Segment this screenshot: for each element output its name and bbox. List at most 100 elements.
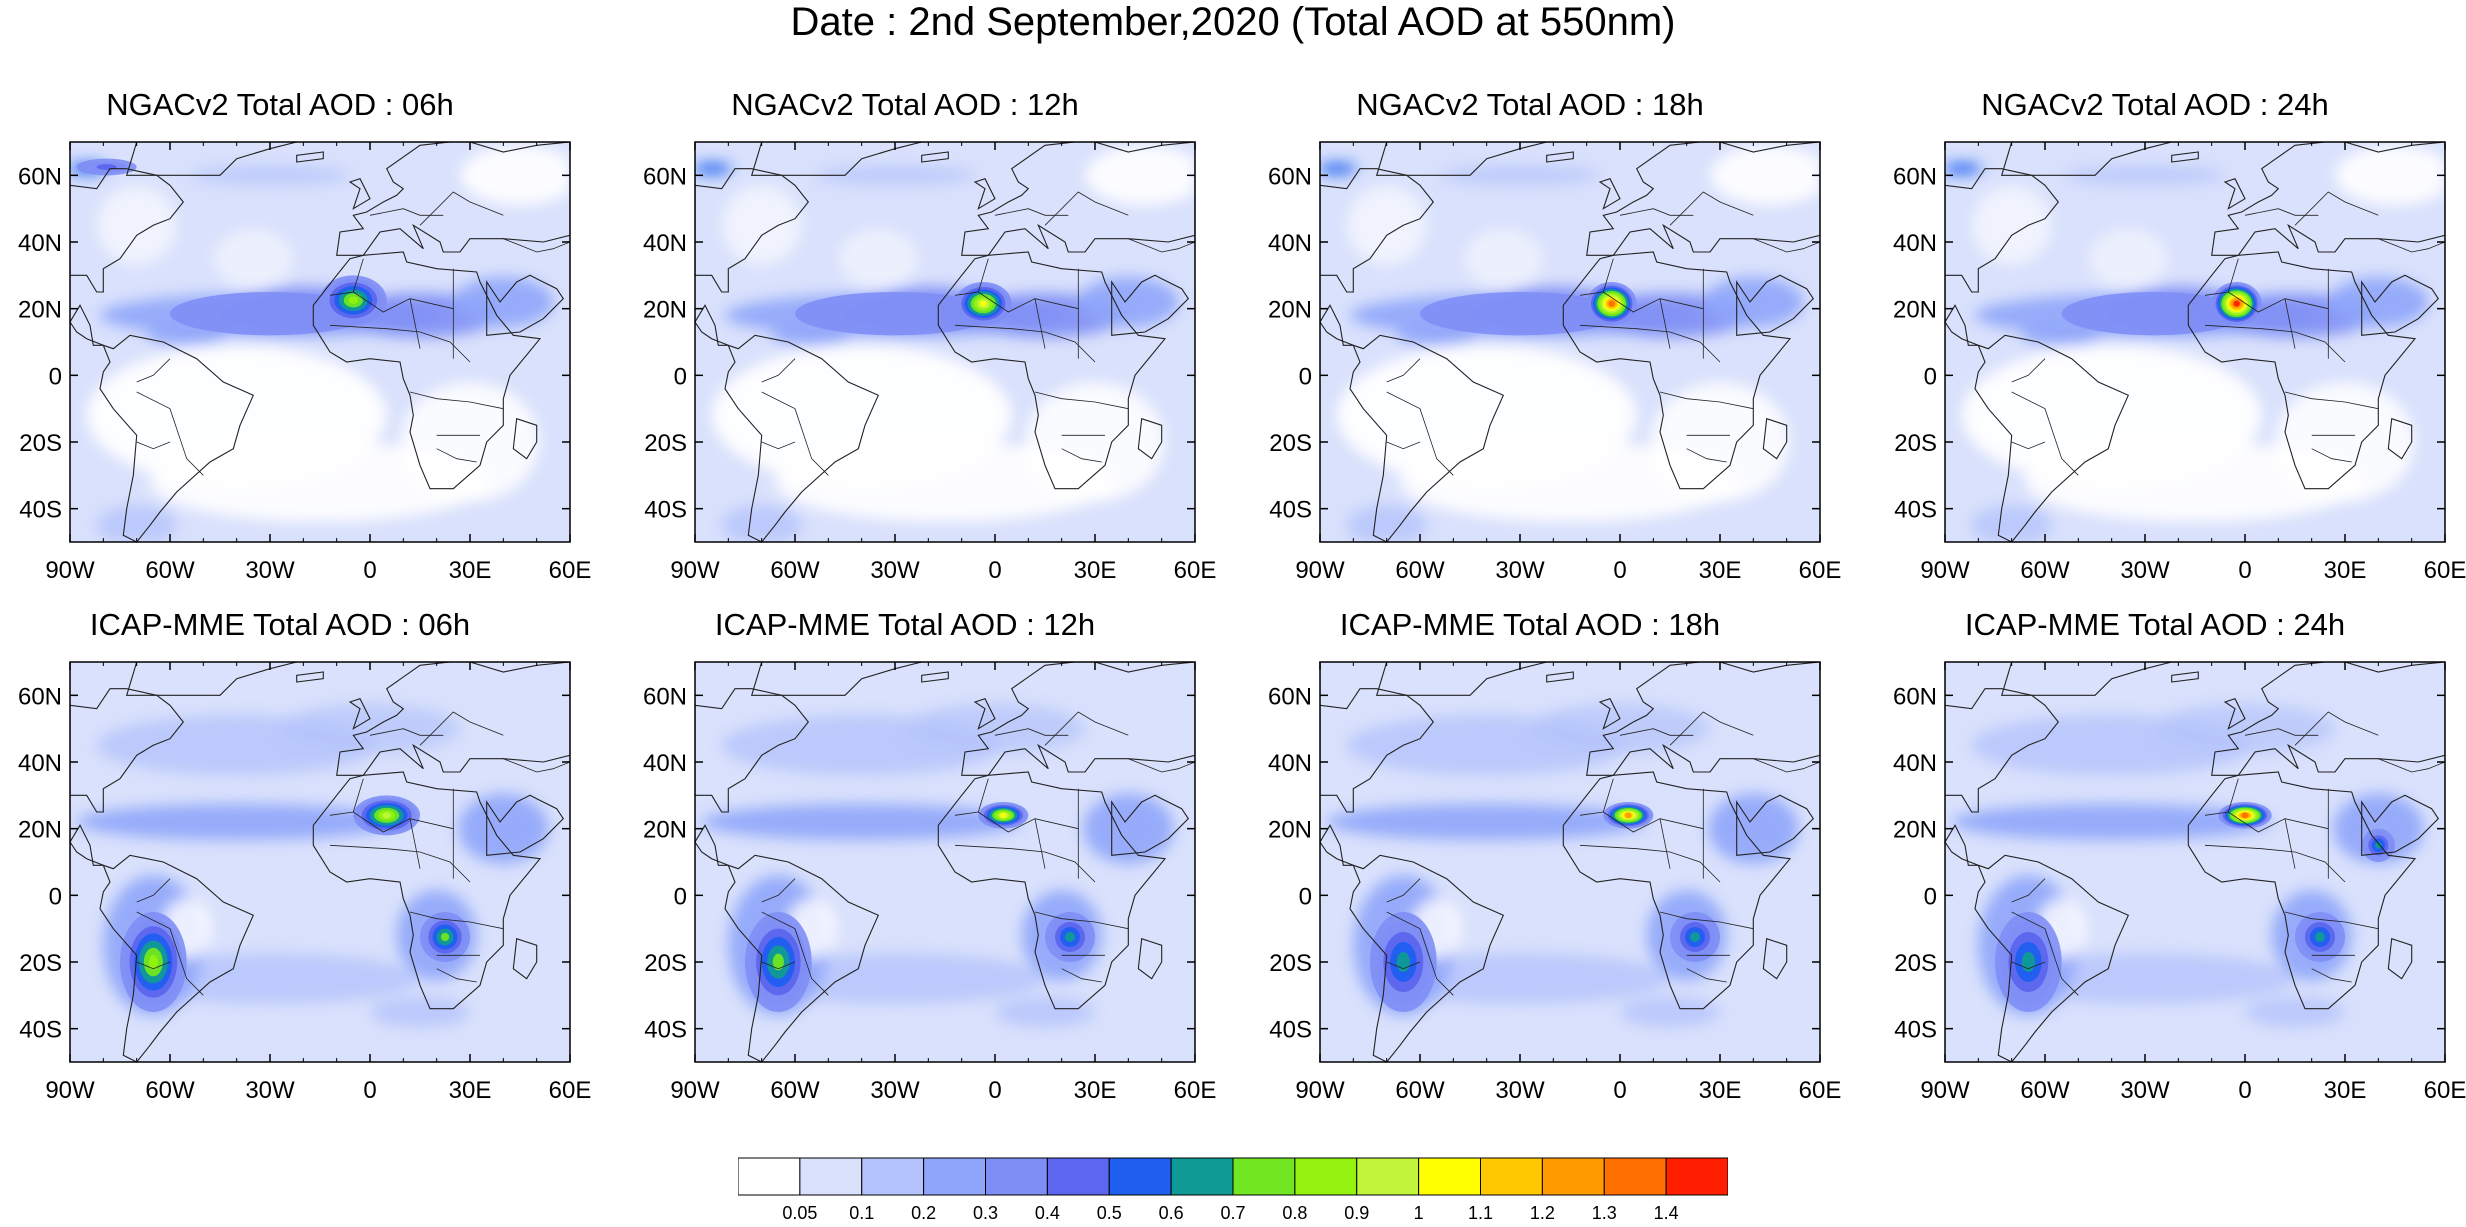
- coastline: [1320, 168, 1435, 293]
- map-panel: ICAP-MME Total AOD : 06h 90W 60W 30W 0 30E 60E…: [0, 608, 591, 1118]
- lat-tick-label: 20N: [1893, 297, 1937, 324]
- coastline: [348, 698, 371, 730]
- country-border: [329, 844, 471, 883]
- coastline: [1111, 274, 1190, 336]
- country-border: [954, 844, 1096, 883]
- country-border: [2294, 191, 2379, 226]
- lat-tick-label: 40S: [1269, 497, 1312, 524]
- coastline: [1546, 671, 1574, 683]
- map-panel: NGACv2 Total AOD : 06h 90W 60W 30W 0 30E 60E 60…: [0, 88, 591, 598]
- aod-plumes: [1995, 802, 2395, 1012]
- country-border: [2227, 778, 2239, 813]
- lon-tick-label: 60W: [1395, 1077, 1445, 1104]
- coastline: [1349, 334, 1505, 542]
- lon-tick-label: 60E: [1174, 1077, 1217, 1104]
- plume-mark: [2107, 302, 2200, 325]
- country-border: [1602, 778, 1614, 813]
- coastline: [2361, 794, 2440, 856]
- country-border: [329, 324, 471, 363]
- colorbar-label: 0.2: [911, 1203, 936, 1222]
- country-border: [2311, 968, 2352, 983]
- coastline: [2361, 274, 2440, 336]
- country-border: [409, 911, 504, 930]
- panel-title: NGACv2 Total AOD : 18h: [1356, 87, 1704, 122]
- lon-tick-label: 90W: [1920, 1077, 1970, 1104]
- lon-tick-label: 60E: [1799, 557, 1842, 584]
- coastline: [921, 151, 949, 163]
- colorbar-box: [1480, 1157, 1543, 1196]
- lon-tick-label: 60E: [2424, 1077, 2466, 1104]
- country-border: [1579, 844, 1721, 883]
- country-border: [1034, 391, 1129, 410]
- lat-tick-label: 20N: [18, 297, 62, 324]
- lon-tick-label: 30W: [245, 1077, 295, 1104]
- colorbar-box: [1603, 1157, 1667, 1196]
- lat-tick-label: 0: [1299, 363, 1312, 390]
- country-border: [2011, 878, 2046, 903]
- country-border: [1579, 324, 1721, 363]
- colorbar-label: 0.7: [1220, 1203, 1245, 1222]
- country-border: [994, 728, 1069, 736]
- country-border: [1061, 448, 1102, 463]
- coastline: [2387, 417, 2413, 460]
- country-border: [436, 968, 477, 983]
- map-panel: NGACv2 Total AOD : 12h 90W 60W 30W 0 30E 60E 60…: [625, 88, 1216, 598]
- country-border: [2204, 788, 2329, 833]
- country-border: [2284, 391, 2379, 410]
- colorbar-label: 0.8: [1282, 1203, 1307, 1222]
- country-border: [1579, 268, 1704, 313]
- country-border: [503, 238, 570, 253]
- map-panel: ICAP-MME Total AOD : 24h 90W 60W 30W 0 30E 60E…: [1875, 607, 2466, 1118]
- lon-tick-label: 30E: [449, 557, 492, 584]
- lat-tick-label: 20S: [1269, 430, 1312, 457]
- coastline: [512, 417, 538, 460]
- lat-tick-label: 40S: [1894, 1017, 1937, 1044]
- lon-tick-label: 0: [988, 1077, 1001, 1104]
- map-plot: 90W 60W 30W 0 30E 60E 60N 40N 20N 0 20S 40S: [643, 661, 1217, 1104]
- lon-tick-label: 30W: [870, 1077, 920, 1104]
- lon-tick-label: 60W: [145, 557, 195, 584]
- lon-tick-label: 90W: [670, 557, 720, 584]
- lat-tick-label: 60N: [1268, 683, 1312, 710]
- lon-tick-label: 0: [363, 1077, 376, 1104]
- map-frame: [69, 141, 571, 543]
- country-border: [1034, 818, 1046, 869]
- country-border: [994, 208, 1069, 216]
- country-border: [761, 961, 796, 970]
- country-border: [136, 391, 204, 476]
- coastline: [99, 334, 255, 542]
- country-border: [2311, 448, 2352, 463]
- coastline: [937, 251, 1167, 490]
- coastline: [348, 178, 371, 210]
- country-border: [1034, 911, 1129, 930]
- coastline: [724, 334, 880, 542]
- lat-tick-label: 40N: [1268, 750, 1312, 777]
- lat-tick-label: 60N: [1893, 163, 1937, 190]
- country-border: [954, 268, 1079, 313]
- coastline: [486, 794, 565, 856]
- panel-title: ICAP-MME Total AOD : 24h: [1964, 607, 2346, 642]
- coastline: [1598, 698, 1621, 730]
- colorbar-svg: 0.05 0.1 0.2 0.3 0.4 0.5 0.6 0.7 0.8 0.9 1 1.1 1.2 1.…: [737, 1157, 1729, 1223]
- country-border: [1386, 911, 1454, 996]
- map-plot: 90W 60W 30W 0 30E 60E 60N 40N 20N 0 20S 40S: [1268, 661, 1841, 1104]
- lon-tick-label: 0: [988, 557, 1001, 584]
- coastline: [1945, 824, 1979, 866]
- lon-tick-label: 60E: [549, 1077, 592, 1104]
- colorbar-label: 0.9: [1344, 1203, 1369, 1222]
- lat-tick-label: 60N: [1268, 163, 1312, 190]
- lat-tick-label: 40S: [19, 497, 62, 524]
- map-frame: [1944, 661, 2446, 1063]
- coastline: [1546, 151, 1574, 163]
- coastline: [724, 854, 880, 1062]
- country-border: [2011, 358, 2046, 383]
- colorbar-box: [1356, 1157, 1420, 1196]
- country-border: [2011, 911, 2079, 996]
- country-border: [136, 961, 171, 970]
- lon-tick-label: 30W: [870, 557, 920, 584]
- coastline: [2187, 251, 2417, 490]
- lat-tick-label: 20S: [19, 430, 62, 457]
- map-plot: 90W 60W 30W 0 30E 60E 60N 40N 20N 0 20S 40S: [18, 141, 591, 584]
- lat-tick-label: 0: [1924, 363, 1937, 390]
- colorbar-box: [923, 1157, 986, 1196]
